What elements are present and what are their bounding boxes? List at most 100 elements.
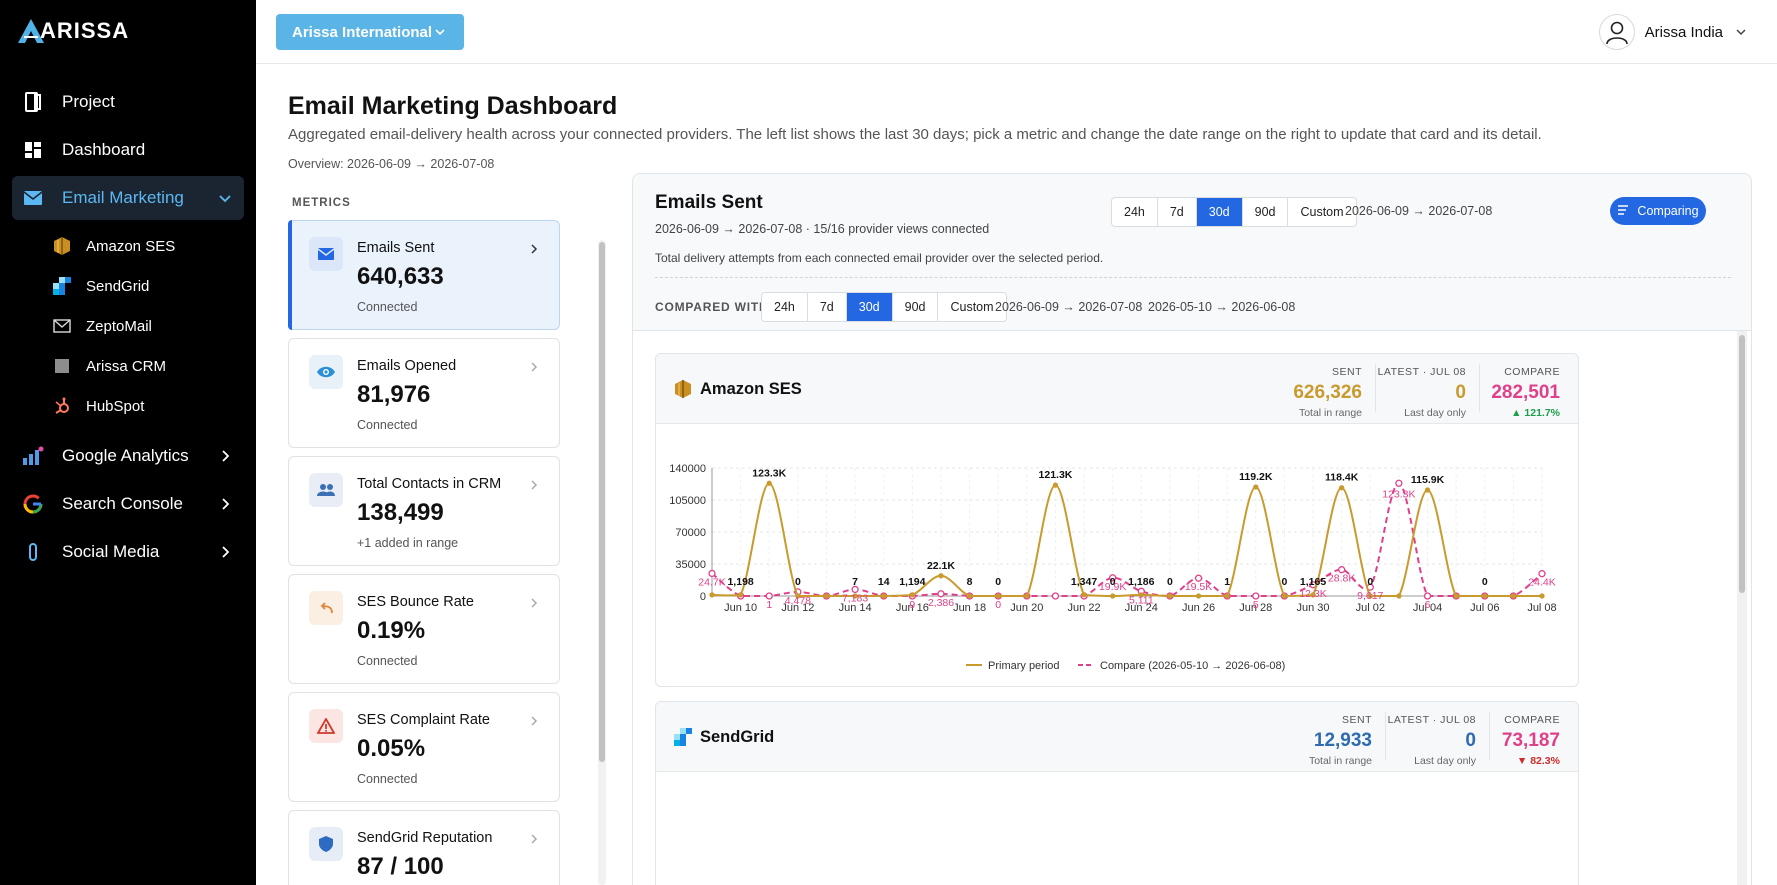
compare-point	[1395, 479, 1403, 487]
sidebar-subitem-amazon-ses[interactable]: Amazon SES	[0, 226, 256, 266]
compare-range-7d[interactable]: 7d	[808, 293, 847, 321]
topbar: Arissa International Arissa India	[256, 0, 1777, 64]
sidebar-nav: Project Dashboard Email Marketing Amazon…	[0, 80, 256, 578]
stat-label: SENT	[1331, 366, 1362, 378]
compare-data-label: 9	[909, 599, 915, 611]
range-7d[interactable]: 7d	[1158, 198, 1197, 226]
sidebar-item-google-analytics[interactable]: Google Analytics	[12, 434, 244, 478]
chevron-right-icon	[531, 834, 538, 844]
overview-range: Overview: 2026-06-09 → 2026-07-08	[288, 157, 495, 171]
metrics-scrollbar[interactable]	[598, 240, 606, 885]
stat-note: Total in range	[1298, 407, 1362, 419]
compare-data-label: 5	[1253, 599, 1259, 611]
primary-point	[1052, 482, 1059, 488]
primary-point	[938, 573, 944, 579]
user-menu[interactable]: Arissa India	[1598, 14, 1747, 50]
primary-point	[1339, 485, 1345, 491]
sidebar-subitem-sendgrid[interactable]: SendGrid	[0, 266, 256, 306]
metric-card-ses-complaint-rate[interactable]: SES Complaint Rate 0.05% Connected	[288, 692, 560, 802]
sidebar-item-dashboard[interactable]: Dashboard	[12, 128, 244, 172]
change-badge: ▼ 82.3%	[1516, 755, 1560, 767]
metrics-label: METRICS	[292, 197, 351, 209]
provider-cards-area: Amazon SES SENT 626,326 Total in range L…	[633, 330, 1751, 885]
detail-scrollbar[interactable]	[1737, 331, 1747, 885]
primary-point	[909, 592, 915, 598]
primary-point	[1510, 593, 1517, 599]
sidebar-item-social-media[interactable]: Social Media	[12, 530, 244, 574]
metric-value: 640,633	[357, 263, 444, 290]
latest-stat: LATEST · JUL 08 0 Last day only	[1378, 366, 1466, 419]
primary-point	[1453, 593, 1459, 599]
primary-data-label: 0	[1281, 576, 1287, 588]
page-title: Email Marketing Dashboard	[288, 92, 618, 120]
chevron-right-icon[interactable]	[216, 543, 234, 561]
compare-data-label: 5,111	[1129, 594, 1154, 606]
compare-data-label: 2,386	[928, 597, 954, 609]
sent-stat: SENT 12,933 Total in range	[1309, 714, 1372, 767]
compare-range-90d[interactable]: 90d	[893, 293, 939, 321]
sidebar-item-project[interactable]: Project	[12, 80, 244, 124]
primary-series-line	[711, 482, 1542, 598]
metric-card-sendgrid-reputation[interactable]: SendGrid Reputation 87 / 100	[288, 810, 560, 885]
range-custom[interactable]: Custom	[1300, 205, 1344, 219]
divider	[1479, 364, 1480, 412]
compare-range-custom[interactable]: Custom	[950, 300, 994, 314]
primary-point	[1081, 592, 1087, 598]
metric-name: SendGrid Reputation	[357, 830, 493, 846]
x-tick-label: Jun 30	[1297, 602, 1330, 614]
range-24h[interactable]: 24h	[1112, 198, 1158, 226]
chevron-down-icon	[435, 29, 445, 36]
organization-selector[interactable]: Arissa International	[276, 14, 464, 50]
compare-data-label: 1	[766, 599, 772, 611]
detail-subtitle: 2026-06-09 → 2026-07-08 · 15/16 provider…	[655, 222, 990, 236]
primary-point	[1195, 593, 1202, 599]
primary-point	[1367, 593, 1373, 599]
primary-point	[852, 593, 858, 599]
range-30d[interactable]: 30d	[1196, 198, 1243, 226]
chevron-right-icon[interactable]	[216, 495, 234, 513]
primary-data-label: 0	[1110, 576, 1116, 588]
primary-data-label: 115.9K	[1411, 474, 1445, 486]
sidebar-item-email-marketing[interactable]: Email Marketing	[12, 176, 244, 220]
chevron-down-icon[interactable]	[216, 189, 234, 207]
metric-status: Connected	[357, 300, 418, 314]
primary-data-label: 8	[967, 576, 973, 588]
range-90d[interactable]: 90d	[1243, 198, 1289, 226]
compare-range-24h[interactable]: 24h	[762, 293, 808, 321]
metric-value: 0.19%	[357, 617, 426, 644]
bounce-icon	[309, 591, 343, 625]
sidebar-subitem-arissa-crm[interactable]: Arissa CRM	[0, 346, 256, 386]
metric-card-total-contacts[interactable]: Total Contacts in CRM 138,499 +1 added i…	[288, 456, 560, 566]
stat-note: Last day only	[1414, 755, 1476, 767]
sidebar-item-search-console[interactable]: Search Console	[12, 482, 244, 526]
chevron-right-icon	[531, 716, 538, 726]
x-tick-label: Jun 20	[1010, 602, 1043, 614]
y-tick-label: 70000	[675, 527, 706, 539]
stat-label: LATEST · JUL 08	[1377, 366, 1466, 378]
sidebar-item-label: Dashboard	[62, 140, 146, 159]
stat-label: COMPARE	[1504, 366, 1560, 378]
sidebar-item-label: Search Console	[62, 494, 183, 513]
chevron-right-icon[interactable]	[216, 447, 234, 465]
primary-point	[823, 593, 830, 599]
analytics-icon	[22, 445, 44, 467]
metric-card-emails-opened[interactable]: Emails Opened 81,976 Connected	[288, 338, 560, 448]
metric-name: Total Contacts in CRM	[357, 476, 502, 492]
compare-data-label: 9,617	[1357, 590, 1383, 602]
sidebar-item-label: Email Marketing	[62, 188, 184, 207]
compare-range-30d[interactable]: 30d	[846, 293, 893, 321]
comparing-button[interactable]: Comparing	[1610, 197, 1706, 225]
primary-data-label: 0	[1482, 576, 1488, 588]
sidebar-subitem-hubspot[interactable]: HubSpot	[0, 386, 256, 426]
arissa-logo[interactable]: ARISSA	[16, 16, 129, 46]
scrollbar-thumb[interactable]	[599, 242, 605, 762]
scrollbar-thumb[interactable]	[1739, 335, 1745, 593]
sidebar-subitem-zeptomail[interactable]: ZeptoMail	[0, 306, 256, 346]
metric-card-ses-bounce-rate[interactable]: SES Bounce Rate 0.19% Connected	[288, 574, 560, 684]
subitem-label: SendGrid	[86, 277, 150, 295]
metric-card-emails-sent[interactable]: Emails Sent 640,633 Connected	[288, 220, 560, 330]
user-icon	[1605, 21, 1628, 45]
primary-range-text: 2026-06-09 → 2026-07-08	[995, 300, 1143, 314]
x-tick-label: Jul 02	[1356, 602, 1385, 614]
